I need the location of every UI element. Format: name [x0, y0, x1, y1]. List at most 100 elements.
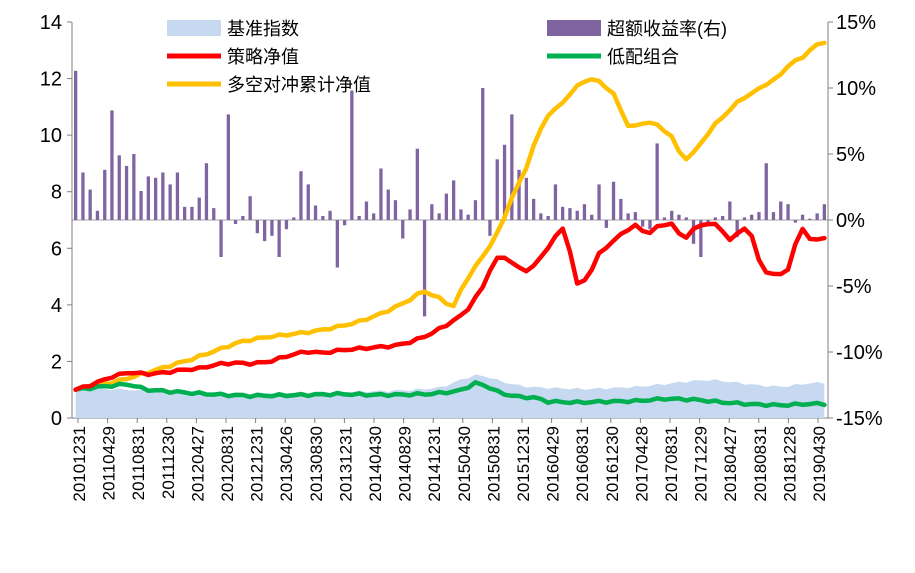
excess-return-bar [343, 220, 347, 226]
excess-return-bar [263, 220, 267, 242]
x-tick-label: 20181228 [780, 426, 799, 502]
x-tick-label: 20141231 [425, 426, 444, 502]
excess-return-bar [444, 193, 448, 220]
excess-return-bar [808, 218, 812, 220]
excess-return-bar [422, 220, 427, 317]
excess-return-bar [721, 216, 725, 220]
excess-return-bar [277, 220, 281, 257]
excess-return-bar [248, 196, 252, 220]
benchmark-area-layer [75, 374, 825, 418]
x-tick-label: 20150430 [455, 426, 474, 502]
excess-return-bar [750, 214, 754, 220]
excess-return-bar [684, 217, 688, 220]
series-line-strategy [73, 221, 827, 392]
x-tick-label: 20140829 [396, 426, 415, 502]
excess-return-bar [502, 144, 507, 220]
excess-return-bar [241, 216, 245, 220]
excess-return-bar [553, 184, 558, 220]
excess-return-bar [364, 201, 369, 220]
excess-return-bar [328, 210, 332, 220]
excess-return-bar [204, 163, 209, 220]
x-tick-label: 20160831 [573, 426, 592, 502]
excess-return-bar [815, 213, 819, 220]
right-tick-label: 15% [836, 12, 876, 34]
excess-return-bar [386, 189, 390, 220]
series-lines [73, 40, 827, 409]
excess-return-bar [728, 201, 732, 220]
excess-return-bar [546, 216, 550, 220]
excess-return-bar [568, 208, 572, 220]
excess-return-bar [161, 172, 165, 220]
excess-return-bar [146, 176, 150, 220]
x-axis: 20101231 20110429 20110831 20111230 20120427… [70, 418, 829, 502]
excess-return-bar [430, 204, 434, 220]
excess-return-bar [350, 90, 354, 220]
excess-return-bar [786, 204, 790, 220]
excess-return-bar [139, 191, 143, 220]
excess-return-bar [437, 213, 441, 220]
excess-return-bar [313, 205, 318, 220]
right-tick-label: -15% [836, 408, 883, 430]
excess-return-bar [372, 213, 376, 220]
left-tick-label: 8 [51, 182, 62, 204]
excess-return-bar [662, 217, 667, 220]
left-axis: 0 2 4 6 8 10 12 14 [40, 12, 72, 430]
excess-return-bar [648, 220, 652, 230]
excess-return-bar [299, 171, 303, 220]
x-tick-label: 20110831 [129, 426, 148, 500]
excess-return-bar [590, 214, 594, 220]
excess-return-bar [793, 220, 797, 223]
excess-return-bar [219, 220, 223, 257]
excess-return-bar [597, 184, 601, 220]
excess-return-bar [117, 155, 121, 220]
x-tick-label: 20131231 [336, 426, 355, 502]
excess-return-bar [481, 88, 485, 220]
excess-return-bar [212, 208, 216, 220]
excess-return-bar [452, 180, 456, 220]
excess-return-bar [517, 169, 521, 220]
x-tick-label: 20170428 [632, 426, 651, 502]
x-tick-label: 20160429 [544, 426, 563, 502]
excess-return-bar [226, 114, 230, 220]
excess-return-bar [641, 220, 645, 227]
excess-return-bar [473, 200, 478, 220]
excess-return-bar [132, 154, 136, 220]
right-tick-label: 5% [836, 144, 865, 166]
left-tick-label: 2 [51, 351, 62, 373]
x-tick-label: 20121231 [248, 426, 267, 502]
excess-return-bar [510, 114, 514, 220]
excess-return-bar [168, 184, 172, 220]
excess-return-bar [415, 148, 419, 220]
excess-return-bar [284, 220, 289, 230]
excess-return-bar [255, 220, 259, 234]
excess-return-bar [495, 159, 499, 220]
excess-return-bar [735, 220, 739, 238]
excess-return-bar [124, 165, 129, 220]
benchmark-area [75, 374, 825, 418]
excess-return-bar [742, 217, 747, 220]
excess-return-bar [74, 70, 78, 220]
legend-swatch [167, 20, 221, 36]
excess-return-bar [539, 213, 543, 220]
left-tick-label: 12 [40, 69, 62, 91]
x-tick-label: 20170831 [662, 426, 681, 502]
excess-return-bar [103, 169, 107, 220]
x-tick-label: 20110429 [100, 426, 119, 500]
right-tick-label: -5% [836, 276, 872, 298]
excess-return-bar [633, 212, 637, 220]
x-tick-label: 20161230 [603, 426, 622, 502]
series-line-hedge [73, 40, 827, 392]
excess-return-bar [706, 220, 710, 223]
x-tick-label: 20151231 [514, 426, 533, 502]
legend-label: 策略净值 [227, 47, 299, 67]
legend-label: 低配组合 [607, 47, 679, 67]
excess-return-bar [575, 210, 579, 220]
excess-return-bar [233, 220, 238, 224]
left-tick-label: 4 [51, 295, 62, 317]
excess-return-bar [713, 217, 717, 220]
excess-return-bar [110, 110, 114, 220]
excess-return-bars [74, 70, 826, 317]
excess-return-bar [197, 197, 201, 220]
